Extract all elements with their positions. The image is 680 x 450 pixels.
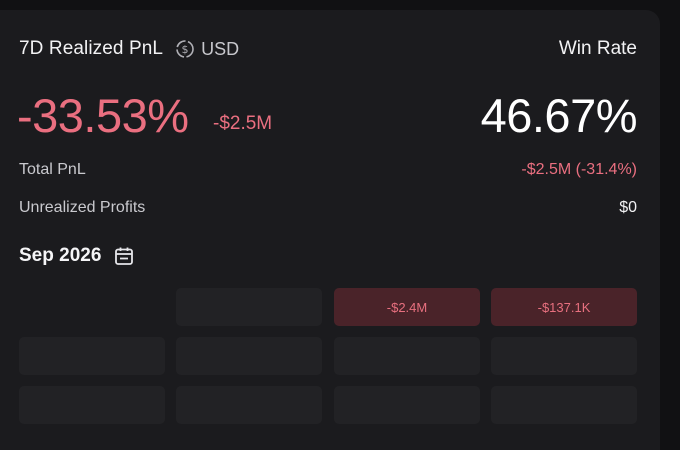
win-rate-value: 46.67% — [480, 89, 638, 142]
calendar-day-cell[interactable] — [334, 386, 480, 424]
calendar-day-cell[interactable] — [491, 337, 637, 375]
currency-swap-icon: $ — [176, 40, 194, 58]
calendar-day-cell[interactable]: -$137.1K — [491, 288, 637, 326]
currency-toggle[interactable]: $ USD — [175, 39, 239, 60]
calendar-icon — [115, 247, 134, 265]
month-label: Sep 2026 — [19, 245, 102, 266]
calendar-button[interactable] — [113, 245, 135, 267]
stat-row-total-pnl: Total PnL -$2.5M (-31.4%) — [19, 161, 637, 179]
stat-label: Total PnL — [19, 161, 86, 178]
stat-label: Unrealized Profits — [19, 199, 146, 216]
calendar-day-cell[interactable] — [176, 386, 322, 424]
calendar-day-cell[interactable] — [19, 386, 165, 424]
win-rate-label: Win Rate — [558, 38, 637, 59]
card-header: 7D Realized PnL $ USD Win Rate — [19, 38, 637, 60]
pnl-card — [0, 10, 660, 450]
stat-row-unrealized: Unrealized Profits $0 — [19, 199, 637, 217]
calendar-day-cell[interactable] — [334, 337, 480, 375]
calendar-day-cell[interactable] — [491, 386, 637, 424]
header-left: 7D Realized PnL $ USD — [19, 38, 239, 60]
calendar-day-cell[interactable] — [176, 337, 322, 375]
calendar-month-header: Sep 2026 — [19, 245, 135, 267]
calendar-day-cell[interactable] — [19, 337, 165, 375]
currency-label: USD — [201, 38, 240, 59]
calendar-day-cell — [19, 288, 165, 326]
svg-text:$: $ — [182, 43, 189, 56]
calendar-day-cell[interactable]: -$2.4M — [334, 288, 480, 326]
stat-value: -$2.5M (-31.4%) — [521, 161, 637, 178]
realized-pnl-percent: -33.53% — [17, 89, 189, 142]
pnl-title: 7D Realized PnL — [19, 38, 164, 59]
stat-value: $0 — [619, 199, 637, 216]
realized-pnl-usd: -$2.5M — [213, 113, 273, 134]
calendar-day-cell[interactable] — [176, 288, 322, 326]
